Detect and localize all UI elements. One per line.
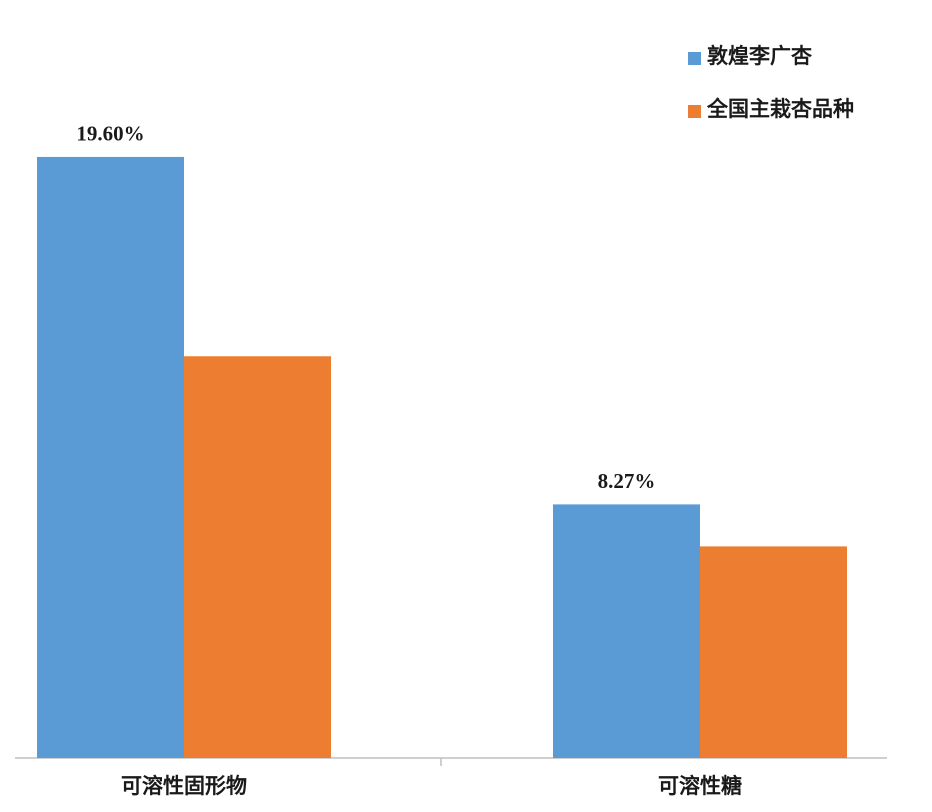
bar	[553, 504, 700, 758]
bar	[184, 356, 331, 758]
bar	[700, 546, 847, 758]
legend-label: 全国主栽杏品种	[706, 97, 854, 121]
data-label: 8.27%	[598, 469, 656, 493]
bar	[37, 156, 184, 758]
x-tick-label: 可溶性固形物	[121, 774, 247, 798]
legend-label: 敦煌李广杏	[707, 44, 812, 68]
x-tick-label: 可溶性糖	[658, 774, 742, 798]
data-label: 19.60%	[76, 122, 144, 146]
legend-swatch	[688, 105, 701, 118]
legend-swatch	[688, 52, 701, 65]
